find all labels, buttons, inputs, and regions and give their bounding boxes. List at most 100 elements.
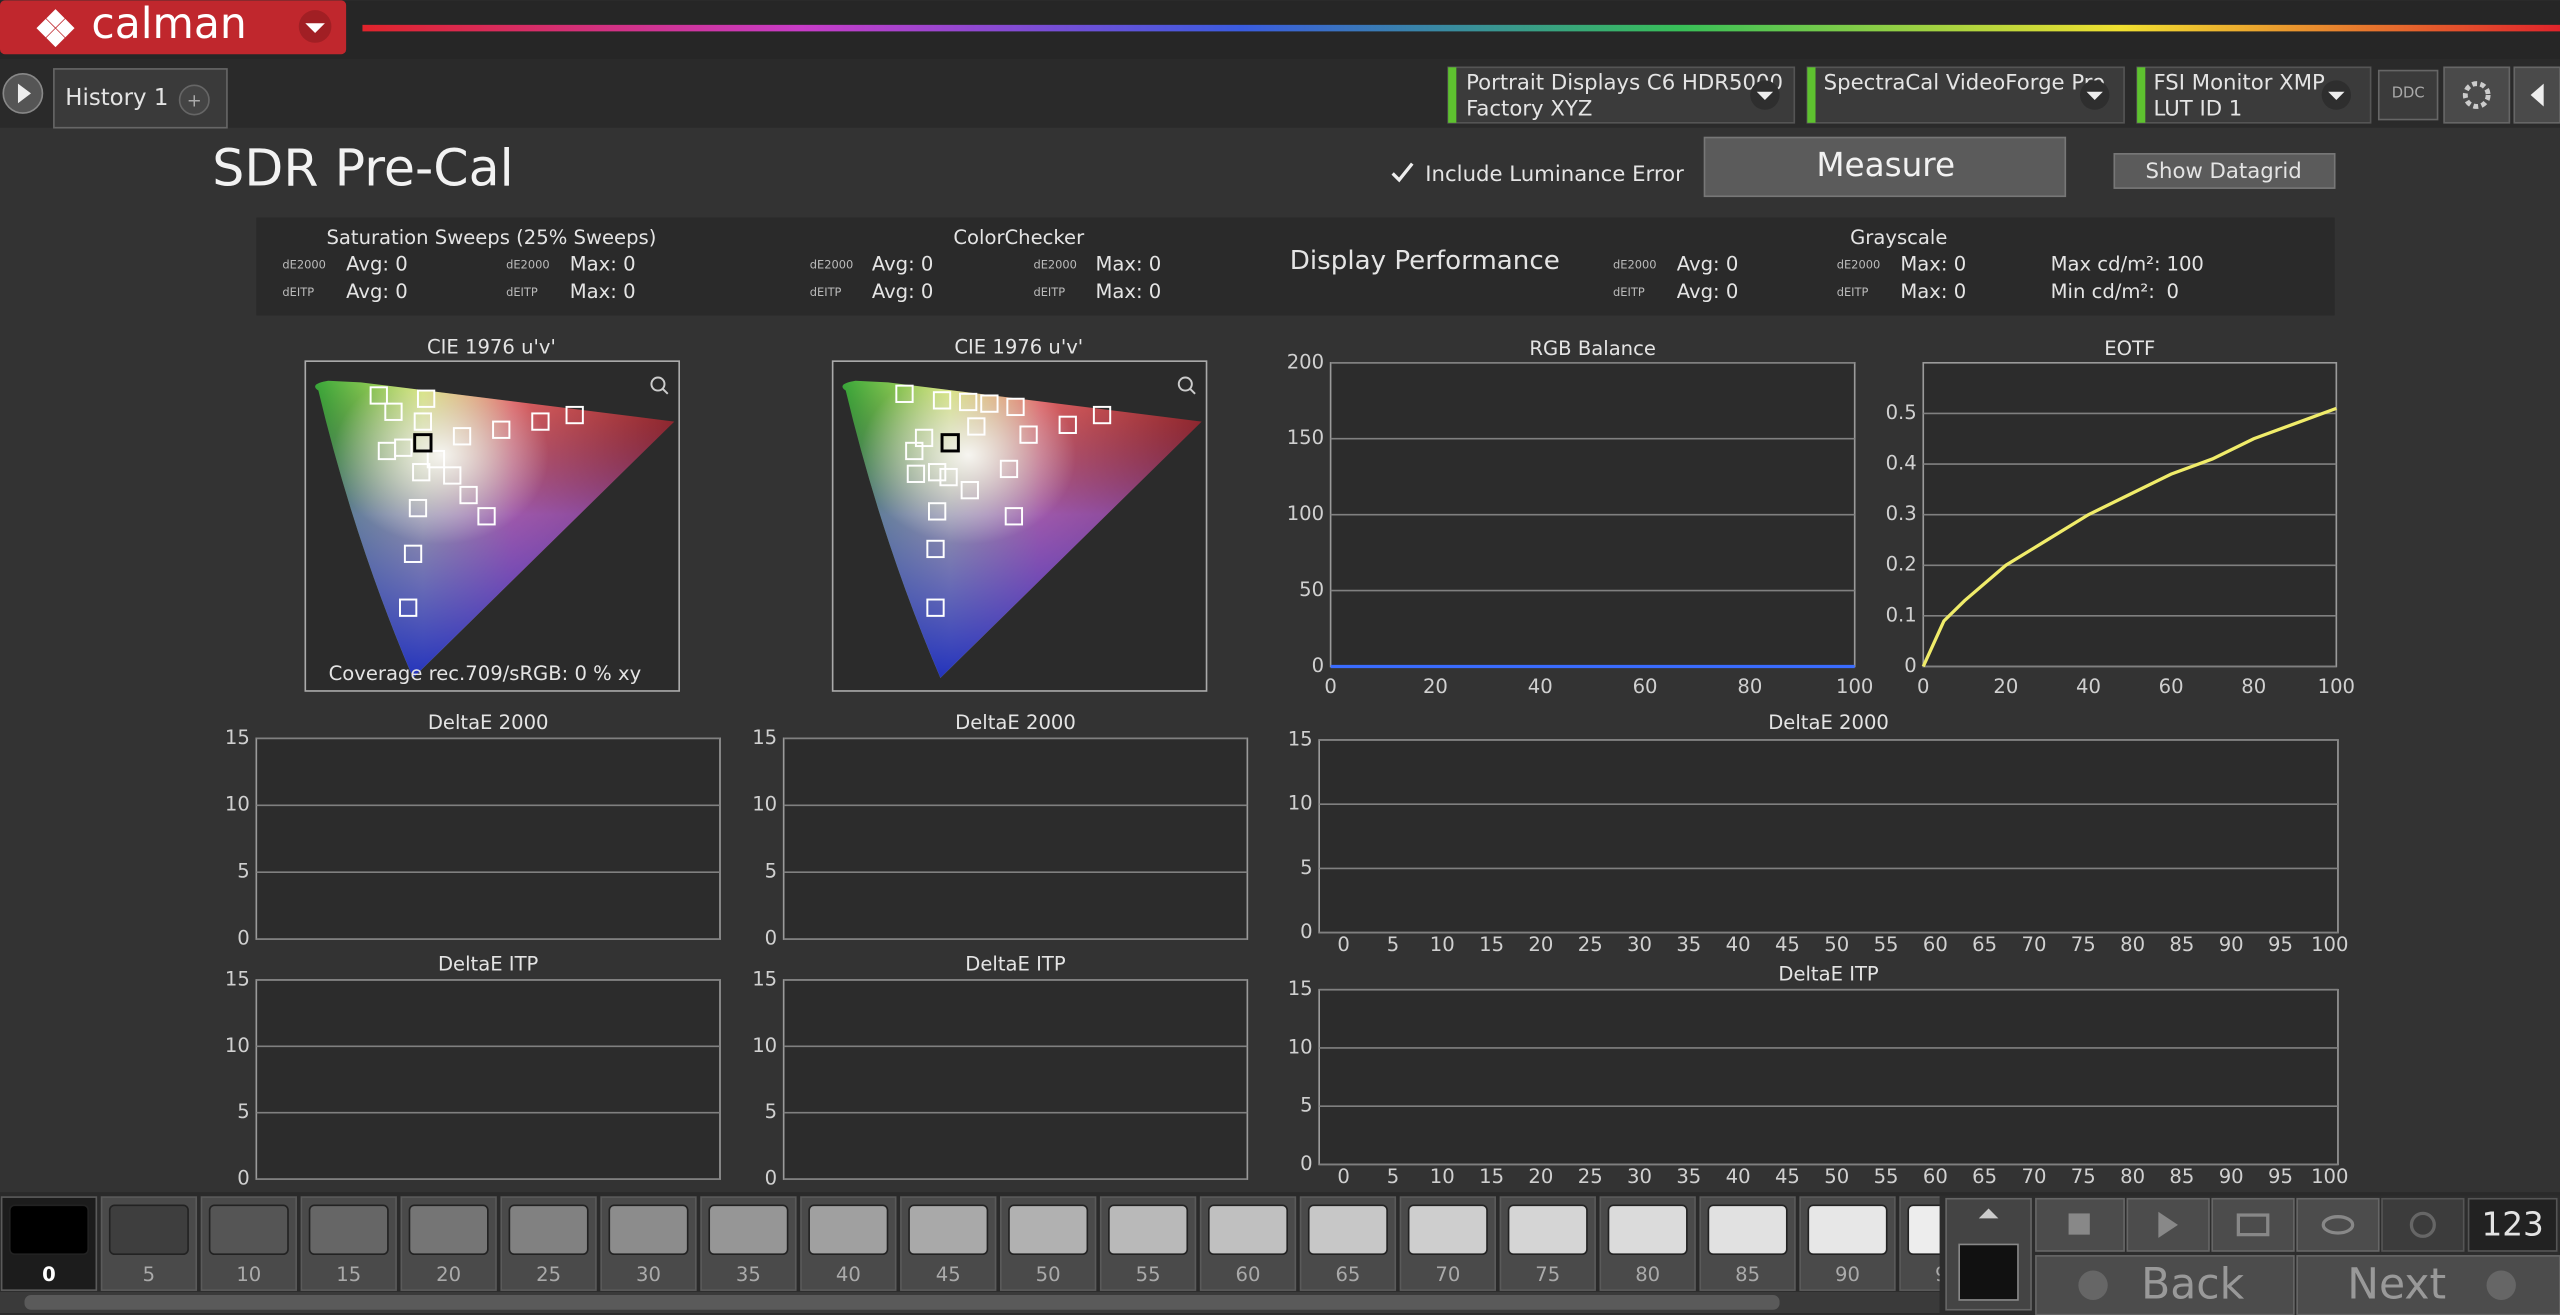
swatch-color (1607, 1204, 1688, 1256)
x-tick-label: 20 (1528, 933, 1553, 956)
refresh-button[interactable] (2381, 1197, 2465, 1252)
x-tick-label: 35 (1676, 1165, 1701, 1188)
y-tick-label: 10 (752, 793, 777, 816)
plot-frame (1318, 988, 2339, 1166)
swatch-color (1108, 1204, 1189, 1256)
summary-value: Max: 0 (570, 252, 636, 275)
summary-value: Avg: 0 (872, 280, 934, 303)
add-tab-button[interactable] (178, 84, 210, 116)
chart-gs-deitp: DeltaE ITP 0 5 10 15 0 5 10 15 20 25 30 35 40 45 50 55 60… (1288, 963, 2349, 1188)
swatch-color (1807, 1204, 1888, 1256)
y-tick-label: 0 (1300, 920, 1312, 943)
swatch-color (208, 1204, 289, 1256)
summary-panel (256, 217, 2335, 316)
y-tick-label: 5 (1300, 1094, 1312, 1117)
plot-frame (255, 979, 721, 1180)
page-title: SDR Pre-Cal (212, 138, 513, 197)
x-tick-label: 50 (1824, 1165, 1849, 1188)
plot-frame (255, 737, 721, 940)
y-tick-label: 0 (1300, 1152, 1312, 1175)
swatch-label: 15 (336, 1263, 361, 1286)
dropdown-arrow (2086, 91, 2103, 100)
preview-up (1978, 1208, 1999, 1219)
y-tick-label: 0 (1904, 654, 1916, 677)
device-1[interactable]: Portrait Displays C6 HDR5000 Factory XYZ (1447, 66, 1796, 124)
swatch-label: 0 (42, 1263, 56, 1286)
chart-title: DeltaE 2000 (428, 711, 549, 734)
device-box[interactable] (1447, 66, 1796, 124)
swatch-label: 55 (1136, 1263, 1161, 1286)
y-tick-label: 150 (1287, 426, 1324, 449)
y-tick-label: 10 (1288, 792, 1313, 815)
summary-value: Max: 0 (1096, 252, 1162, 275)
device-box[interactable] (1806, 66, 2125, 124)
swatch-label: 75 (1535, 1263, 1560, 1286)
swatch-color (1507, 1204, 1588, 1256)
cie-targets (369, 386, 584, 617)
loop-button[interactable] (2296, 1197, 2380, 1252)
y-tick-label: 0 (765, 1167, 777, 1190)
plot-frame (782, 737, 1249, 940)
plot-frame (1318, 739, 2339, 934)
datagrid-button[interactable] (2113, 153, 2336, 189)
measure-button[interactable] (1703, 136, 2067, 198)
x-tick-label: 40 (1528, 675, 1553, 698)
x-tick-label: 20 (1993, 675, 2018, 698)
chart-title: DeltaE ITP (438, 953, 539, 976)
swatch-color (308, 1204, 389, 1256)
dropdown-arrow (1756, 91, 1774, 100)
swatch-color (708, 1204, 789, 1256)
device-detail: LUT ID 1 (2153, 97, 2242, 122)
summary-metric: dEITP (1033, 285, 1065, 299)
y-tick-label: 10 (1288, 1035, 1313, 1058)
summary-metric: dE2000 (506, 257, 549, 271)
history-tab-label: History 1 (65, 85, 168, 111)
ddc-button[interactable] (2377, 69, 2439, 121)
swatch-label: 45 (936, 1263, 961, 1286)
x-tick-label: 65 (1972, 1165, 1997, 1188)
checkbox-label[interactable]: Include Luminance Error (1425, 162, 1684, 187)
summary-metric: dEITP (1613, 285, 1645, 299)
chart-title: RGB Balance (1529, 337, 1656, 360)
device-2[interactable]: SpectraCal VideoForge Pro (1806, 66, 2125, 124)
scrollbar-thumb[interactable] (24, 1295, 1780, 1310)
chart-eotf: EOTF 0 0.1 0.2 0.3 0.4 0.5 0 20 40 60 80 100 (1886, 337, 2355, 698)
x-tick-label: 20 (1423, 675, 1448, 698)
checkbox-check[interactable] (1391, 162, 1414, 183)
preview-swatch (1958, 1243, 2019, 1301)
step-icon (2236, 1213, 2270, 1237)
chart-title: DeltaE ITP (1778, 963, 1879, 986)
step-button[interactable] (2211, 1197, 2295, 1252)
cie-coverage: Coverage rec.709/sRGB: 0 % xy (329, 662, 642, 685)
x-tick-label: 40 (1726, 1165, 1751, 1188)
y-tick-label: 15 (1288, 727, 1313, 750)
dropdown-arrow (2328, 91, 2345, 100)
y-tick-label: 5 (1300, 856, 1312, 879)
y-tick-label: 15 (752, 726, 777, 749)
x-tick-label: 100 (2311, 1165, 2348, 1188)
data-line (1921, 406, 2337, 668)
x-tick-label: 100 (2318, 675, 2355, 698)
x-tick-label: 10 (1430, 933, 1455, 956)
cie-title: CIE 1976 u'v' (954, 336, 1083, 359)
settings-button[interactable] (2443, 66, 2511, 124)
datagrid-label: Show Datagrid (2146, 159, 2302, 184)
x-tick-label: 40 (2076, 675, 2101, 698)
summary-value: Avg: 0 (346, 280, 408, 303)
summary-value: Max: 0 (1900, 280, 1966, 303)
device-name: Portrait Displays C6 HDR5000 (1466, 71, 1783, 96)
summary-value: Max: 0 (570, 280, 636, 303)
device-3[interactable]: FSI Monitor XMP LUT ID 1 (2136, 66, 2372, 124)
summary-title: Saturation Sweeps (25% Sweeps) (327, 226, 657, 249)
y-tick-label: 5 (237, 860, 249, 883)
summary-metric: dEITP (282, 285, 314, 299)
x-tick-label: 45 (1775, 933, 1800, 956)
y-tick-label: 5 (765, 1100, 777, 1123)
chart-rgb-balance: RGB Balance 0 50 100 150 200 0 20 40 60 80 100 (1287, 337, 1874, 698)
summary-value: Max: 0 (1096, 280, 1162, 303)
logo-box[interactable] (0, 0, 347, 55)
summary-metric: dE2000 (1613, 257, 1656, 271)
x-tick-label: 80 (2120, 1165, 2145, 1188)
x-tick-label: 100 (2311, 933, 2348, 956)
